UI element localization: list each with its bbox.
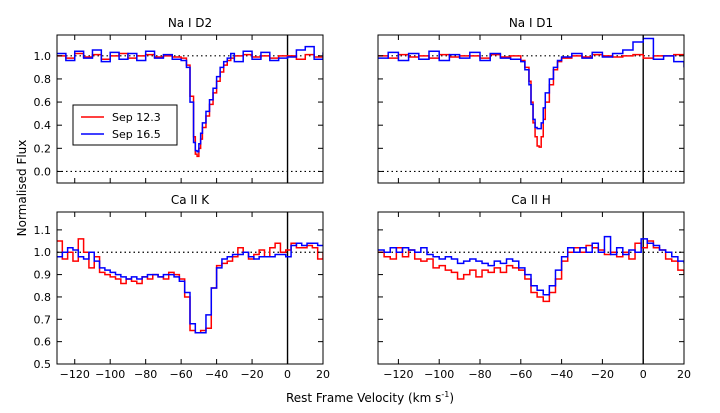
x-axis-label-main: Rest Frame Velocity (km s [286,391,441,405]
x-tick-label: −20 [591,368,614,381]
series-sep-16-5 [378,235,684,296]
series-sep-16-5 [57,45,323,153]
y-tick-label: 0.5 [34,358,52,371]
x-tick-label: −120 [383,368,413,381]
panel-3: Ca II H −120 −100 −80 −60 −40 −20 0 20 [377,193,691,381]
x-tick-label: −20 [240,368,263,381]
y-tick-label: 0.8 [34,73,52,86]
panel-title: Ca II K [171,193,210,207]
x-axis-label-superscript: -1 [441,390,449,399]
x-axis-label-close: ) [449,391,454,405]
x-tick-label: −60 [509,368,532,381]
y-tick-label: 0.8 [34,291,52,304]
x-tick-label: −120 [60,368,90,381]
x-tick-label: 0 [640,368,647,381]
y-tick-label: 0.9 [34,269,52,282]
legend-label: Sep 16.5 [112,128,161,141]
axes-frame [56,211,324,365]
y-tick-label: 0.4 [34,119,52,132]
panel-2: Ca II K −120 −100 −80 −60 −40 −20 0 20 0.5 0.6 0.7 0… [34,193,331,381]
axes-frame [56,34,324,184]
axes-frame [377,211,685,365]
series-sep-16-5 [378,37,684,130]
panel-0: Na I D2 0.0 0.2 0.4 0.6 0.8 1.0 [34,16,324,184]
panel-1: Na I D1 [377,16,685,184]
series-sep-12-3 [378,240,684,303]
x-tick-label: −40 [550,368,573,381]
x-tick-label: −100 [95,368,125,381]
panel-title: Ca II H [511,193,550,207]
axes-frame [377,34,685,184]
y-tick-label: 0.7 [34,313,52,326]
x-tick-label: −80 [134,368,157,381]
legend-label: Sep 12.3 [112,111,161,124]
x-tick-label: −40 [205,368,228,381]
x-tick-label: −100 [424,368,454,381]
y-tick-label: 1.1 [34,224,52,237]
panel-title: Na I D2 [168,16,212,30]
y-tick-label: 0.2 [34,142,52,155]
x-axis-label: Rest Frame Velocity (km s-1) [286,390,454,405]
x-tick-label: −60 [170,368,193,381]
panel-title: Na I D1 [509,16,553,30]
series-sep-16-5 [57,242,323,334]
y-tick-label: 1.0 [34,246,52,259]
legend-box [72,104,178,146]
x-tick-label: −80 [468,368,491,381]
x-tick-label: 0 [284,368,291,381]
x-tick-label: 20 [677,368,691,381]
y-tick-label: 0.0 [34,165,52,178]
y-tick-label: 1.0 [34,50,52,63]
x-tick-label: 20 [316,368,330,381]
legend: Sep 12.3 Sep 16.5 [72,104,178,146]
y-tick-label: 0.6 [34,336,52,349]
y-axis-label: Normalised Flux [15,140,29,237]
y-tick-label: 0.6 [34,96,52,109]
